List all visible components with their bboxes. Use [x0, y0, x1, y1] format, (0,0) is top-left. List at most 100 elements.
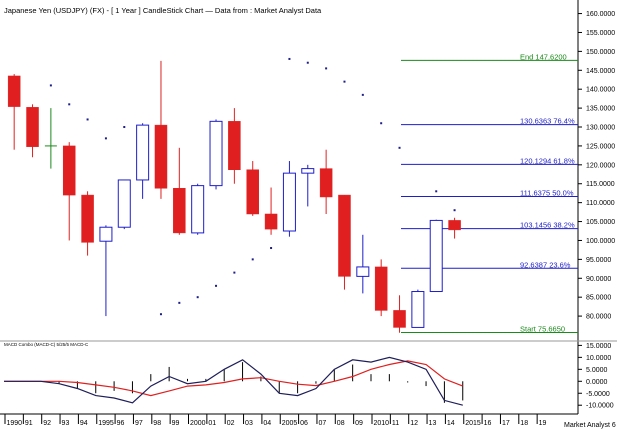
candle-body [62, 145, 76, 196]
candle-body [154, 124, 168, 189]
candle-body [209, 120, 223, 187]
sar-dot [398, 146, 401, 149]
price-tick-label: 95.0000 [586, 257, 611, 264]
price-tick-label: 135.0000 [586, 106, 615, 113]
fib-level-label: Start 75.6650 [520, 324, 565, 333]
candle-body [81, 194, 94, 243]
time-tick-label: 98 [153, 420, 161, 427]
time-axis: 1990 91 92 93 94 1995 96 97 98 99 2000 01 02 03 04 2005… [0, 413, 617, 430]
macd-line [4, 356, 463, 406]
price-tick-label: 160.0000 [586, 11, 615, 18]
macd-axis: 15.0000 10.0000 5.0000 0.0000 -5.0000 -10.000… [578, 343, 614, 410]
parabolic-sar [49, 57, 456, 316]
time-tick-label: 99 [172, 420, 180, 427]
candle-body [117, 179, 131, 228]
price-tick-label: 115.0000 [586, 181, 615, 188]
sar-dot [288, 57, 291, 60]
time-tick-label: 2000 [190, 420, 206, 427]
time-tick-label: 17 [502, 420, 510, 427]
candles [7, 60, 461, 333]
footer-label: Market Analyst 6 [564, 422, 616, 429]
sar-dot [104, 137, 107, 140]
time-tick-label: 07 [318, 420, 326, 427]
time-tick-label: 2005 [282, 420, 298, 427]
fib-level-label: End 147.6200 [520, 52, 567, 61]
sar-dot [68, 103, 71, 106]
fib-level-label: 130.6363 76.4% [520, 117, 575, 126]
time-tick-label: 06 [300, 420, 308, 427]
price-tick-label: 125.0000 [586, 143, 615, 150]
macd-tick-label: -5.0000 [586, 391, 610, 398]
macd-panel [4, 356, 464, 406]
macd-tick-label: 5.0000 [586, 367, 608, 374]
time-tick-label: 16 [484, 420, 492, 427]
sar-dot [361, 93, 364, 96]
candle-body [448, 220, 461, 231]
time-tick-label: 92 [43, 420, 51, 427]
time-tick-label: 18 [520, 420, 528, 427]
price-tick-label: 85.0000 [586, 295, 611, 302]
candle-body [191, 185, 205, 234]
time-tick-label: 04 [263, 420, 271, 427]
macd-tick-label: 0.0000 [586, 379, 608, 386]
sar-dot [215, 284, 218, 287]
time-tick-label: 93 [62, 420, 70, 427]
price-tick-label: 155.0000 [586, 30, 615, 37]
candle-body [173, 188, 186, 234]
candle-body [136, 124, 150, 181]
sar-dot [343, 80, 346, 83]
sar-dot [233, 271, 236, 274]
candle-body [282, 172, 296, 232]
sar-dot [196, 296, 199, 299]
price-tick-label: 140.0000 [586, 87, 615, 94]
sar-dot [251, 258, 254, 261]
fib-level-label: 103.1456 38.2% [520, 221, 575, 230]
sar-dot [435, 190, 438, 193]
price-tick-label: 100.0000 [586, 238, 615, 245]
sar-dot [178, 301, 181, 304]
time-tick-label: 1995 [98, 420, 114, 427]
candle-body [374, 266, 388, 311]
time-tick-label: 01 [208, 420, 216, 427]
sar-dot [306, 61, 309, 64]
sar-dot [159, 313, 162, 316]
candle-body [26, 107, 39, 147]
price-axis: 160.0000 155.0000 150.0000 145.0000 140.0000… [578, 11, 615, 321]
price-tick-label: 120.0000 [586, 162, 615, 169]
time-tick-label: 08 [337, 420, 345, 427]
time-tick-label: 91 [25, 420, 33, 427]
macd-tick-label: -10.0000 [586, 403, 614, 410]
time-tick-label: 1990 [7, 420, 23, 427]
macd-label: MACD Combo (MACD-C) 5/25/5 MACD-C [4, 342, 89, 347]
sar-dot [86, 118, 89, 121]
time-tick-label: 12 [410, 420, 418, 427]
time-tick-label: 94 [80, 420, 88, 427]
time-tick-label: 13 [429, 420, 437, 427]
candle-body [393, 310, 406, 328]
time-tick-label: 03 [245, 420, 253, 427]
sar-dot [49, 84, 52, 87]
sar-dot [270, 247, 273, 250]
candle-body [246, 169, 259, 215]
price-tick-label: 80.0000 [586, 314, 611, 321]
time-tick-label: 19 [539, 420, 547, 427]
price-tick-label: 90.0000 [586, 276, 611, 283]
candle-body [301, 168, 315, 174]
sar-dot [325, 67, 328, 70]
time-tick-label: 02 [227, 420, 235, 427]
candle-body [411, 291, 425, 328]
candle-body [264, 213, 278, 230]
fib-level-label: 111.6375 50.0% [520, 188, 574, 197]
candle-body [319, 168, 333, 198]
price-tick-label: 130.0000 [586, 125, 615, 132]
macd-tick-label: 15.0000 [586, 343, 611, 350]
candle-body [99, 226, 113, 242]
fibonacci-levels: End 147.6200 130.6363 76.4% 120.1294 61.8%… [401, 52, 578, 333]
fib-level-label: 120.1294 61.8% [520, 156, 575, 165]
price-tick-label: 145.0000 [586, 68, 615, 75]
sar-dot [123, 126, 126, 129]
price-tick-label: 110.0000 [586, 200, 615, 207]
candle-body [228, 121, 241, 170]
time-axis-band [0, 414, 617, 430]
